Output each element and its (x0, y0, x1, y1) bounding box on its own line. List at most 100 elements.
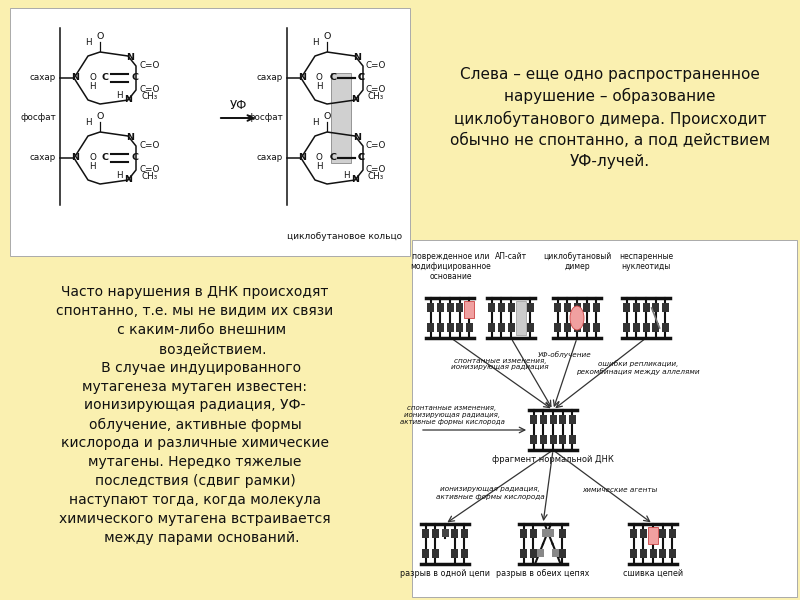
Text: H: H (116, 91, 122, 100)
Text: N: N (353, 133, 361, 142)
Bar (461, 549, 468, 558)
Bar (488, 323, 495, 332)
Text: Часто нарушения в ДНК происходят
спонтанно, т.е. мы не видим их связи
   с каким: Часто нарушения в ДНК происходят спонтан… (56, 285, 334, 545)
Bar (574, 303, 581, 311)
Bar (583, 323, 590, 332)
Text: O: O (323, 32, 330, 41)
Bar (520, 529, 527, 538)
Bar (432, 549, 439, 558)
Text: химические агенты: химические агенты (582, 487, 658, 493)
Bar (537, 549, 544, 557)
Text: сшивка цепей: сшивка цепей (623, 569, 683, 578)
Text: C: C (358, 154, 365, 163)
Text: H: H (316, 162, 322, 171)
Text: O: O (89, 73, 96, 82)
Bar (630, 549, 638, 558)
Text: H: H (316, 82, 322, 91)
Bar (554, 323, 562, 332)
Text: спонтанные изменения,
ионизирующая радиация: спонтанные изменения, ионизирующая радиа… (451, 358, 549, 370)
Text: АП-сайт: АП-сайт (495, 252, 527, 261)
Bar (422, 549, 430, 558)
Text: H: H (116, 171, 122, 180)
Text: N: N (124, 94, 132, 103)
Bar (659, 549, 666, 558)
Text: C: C (358, 73, 365, 82)
Text: фосфат: фосфат (20, 113, 56, 122)
Bar (446, 303, 454, 311)
Bar (526, 303, 534, 311)
Text: N: N (71, 154, 79, 163)
Bar (558, 549, 566, 558)
Text: H: H (312, 118, 318, 127)
Text: N: N (353, 52, 361, 61)
Text: УФ: УФ (230, 99, 246, 112)
Bar (466, 303, 473, 311)
Bar (427, 303, 434, 311)
Text: H: H (89, 82, 95, 91)
Bar (659, 529, 666, 538)
Text: H: H (342, 171, 350, 180)
Bar (650, 549, 657, 558)
Text: N: N (298, 73, 306, 82)
Text: O: O (89, 154, 96, 163)
Bar (456, 323, 463, 332)
Text: разрыв в одной цепи: разрыв в одной цепи (400, 569, 490, 578)
Text: CH₃: CH₃ (368, 172, 384, 181)
Bar (623, 303, 630, 311)
Text: N: N (298, 154, 306, 163)
Text: C=O: C=O (366, 142, 386, 151)
Text: ионизирующая радиация,
активные формы кислорода: ионизирующая радиация, активные формы ки… (436, 487, 544, 499)
Bar (640, 549, 647, 558)
Text: C=O: C=O (366, 166, 386, 175)
Ellipse shape (570, 306, 584, 330)
Text: N: N (126, 133, 134, 142)
Bar (569, 435, 576, 444)
Bar (650, 529, 657, 538)
Bar (630, 529, 638, 538)
Text: O: O (316, 154, 323, 163)
Bar (412, 240, 797, 597)
Bar (583, 303, 590, 311)
Text: C=O: C=O (139, 142, 159, 151)
Bar (550, 435, 557, 444)
Bar (633, 303, 640, 311)
Bar (554, 303, 562, 311)
Text: C=O: C=O (366, 61, 386, 70)
Bar (652, 303, 659, 311)
Text: C: C (329, 73, 336, 82)
Text: C=O: C=O (139, 61, 159, 70)
Bar (652, 323, 659, 332)
Bar (640, 529, 647, 538)
Text: N: N (351, 94, 359, 103)
Text: H: H (89, 162, 95, 171)
Bar (498, 323, 505, 332)
Bar (564, 303, 571, 311)
Text: CH₃: CH₃ (368, 92, 384, 101)
Bar (662, 303, 669, 311)
Bar (530, 415, 538, 424)
Bar (551, 549, 558, 557)
Bar (507, 323, 514, 332)
Bar (564, 323, 571, 332)
Text: H: H (312, 38, 318, 47)
Text: O: O (96, 112, 104, 121)
Bar (669, 529, 676, 538)
Bar (559, 415, 566, 424)
Bar (542, 529, 549, 537)
Bar (540, 415, 547, 424)
Bar (422, 529, 430, 538)
Bar (516, 301, 526, 335)
Text: C: C (131, 73, 138, 82)
Text: C: C (358, 154, 365, 163)
Text: сахар: сахар (30, 154, 56, 163)
Bar (558, 529, 566, 538)
Text: C: C (329, 154, 336, 163)
Text: O: O (316, 73, 323, 82)
Bar (550, 415, 557, 424)
Text: C: C (358, 73, 365, 82)
Text: C: C (102, 154, 109, 163)
Text: H: H (85, 38, 91, 47)
Text: C=O: C=O (139, 85, 159, 94)
Text: C: C (131, 154, 138, 163)
Text: фрагмент нормальной ДНК: фрагмент нормальной ДНК (492, 455, 614, 464)
